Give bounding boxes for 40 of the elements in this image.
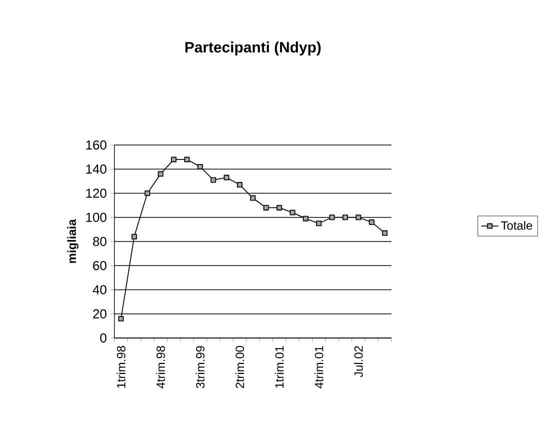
y-tick-label: 60 [93, 261, 106, 270]
x-tick-label: 1trim.01 [274, 346, 284, 388]
point [290, 210, 296, 216]
chart-title: Partecipanti (Ndyp) [185, 42, 321, 56]
x-tick-label: 3trim.99 [196, 346, 205, 388]
point [316, 220, 322, 226]
point [158, 171, 164, 177]
y-tick-label: 100 [86, 212, 106, 222]
x-tick-label: 4trim.01 [314, 346, 324, 388]
y-axis-title: migliaia [67, 219, 78, 263]
point [171, 156, 177, 162]
point [356, 214, 362, 220]
x-tick-label: 1trim.98 [116, 346, 126, 388]
point [302, 216, 308, 222]
point [144, 190, 150, 196]
point [276, 204, 282, 210]
point [131, 234, 137, 240]
point [263, 204, 269, 210]
x-tick-label: Jul.02 [354, 346, 363, 378]
point [184, 156, 190, 162]
point [329, 214, 335, 220]
point [197, 164, 203, 170]
point [210, 177, 216, 183]
point [342, 214, 348, 220]
x-tick-label: 2trim.00 [235, 346, 244, 388]
y-tick-label: 0 [100, 333, 106, 343]
y-tick-label: 80 [93, 236, 106, 246]
y-tick-label: 160 [86, 140, 106, 150]
point [236, 182, 242, 188]
legend-label: Totale [501, 220, 532, 230]
x-tick-label: 4trim.98 [156, 346, 165, 388]
point [118, 316, 124, 322]
point [250, 195, 256, 201]
y-tick-label: 40 [92, 285, 106, 294]
y-tick-label: 140 [86, 164, 106, 174]
point [382, 230, 388, 236]
y-tick-label: 20 [93, 309, 106, 318]
point [368, 219, 374, 225]
point [224, 174, 230, 180]
y-tick-label: 120 [86, 188, 106, 198]
